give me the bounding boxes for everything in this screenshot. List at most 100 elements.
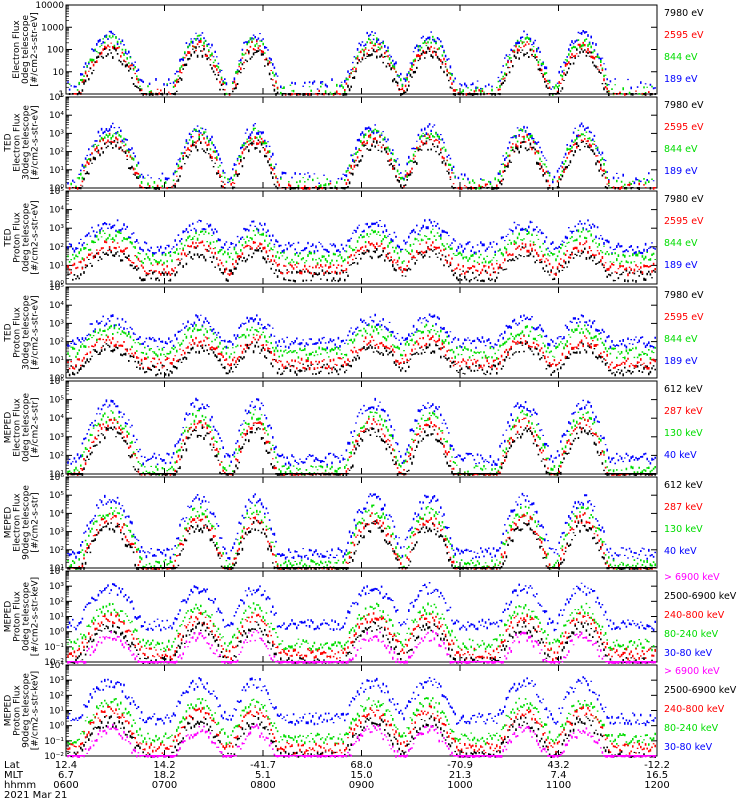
series-red-marks bbox=[67, 611, 656, 661]
y-tick-label: 10² bbox=[49, 691, 64, 701]
panel-3: 10⁰ 10¹ 10² 10³ 10⁴ 10⁵ TEDProton Flux0deg tel… bbox=[4, 187, 705, 290]
y-tick-label: 10⁻¹ bbox=[44, 643, 64, 653]
footer-date: 2021 Mar 21 bbox=[4, 790, 67, 800]
legend-green: 80-240 keV bbox=[664, 723, 719, 734]
legend-green: 844 eV bbox=[664, 334, 698, 345]
legend-blue: 40 keV bbox=[664, 450, 697, 461]
y-tick-label: 10⁴ bbox=[49, 414, 64, 424]
legend-blue: 189 eV bbox=[664, 260, 698, 271]
series-magenta-marks bbox=[67, 630, 656, 664]
series-blue-marks bbox=[67, 313, 656, 350]
y-tick-label: 10⁵ bbox=[49, 396, 64, 406]
legend-magenta: > 6900 keV bbox=[664, 572, 720, 583]
legend-green: 844 eV bbox=[664, 238, 698, 249]
y-tick-label: 10⁵ bbox=[49, 491, 64, 501]
y-tick-label: 10³ bbox=[49, 433, 64, 443]
legend-green: 844 eV bbox=[664, 144, 698, 155]
legend-black: 2500-6900 keV bbox=[664, 685, 737, 696]
footer-lat-value: 14.2 bbox=[153, 760, 175, 771]
footer-mlt-value: 18.2 bbox=[153, 770, 175, 781]
legend-green: 80-240 keV bbox=[664, 629, 719, 640]
footer-hhmm-value: 0700 bbox=[152, 780, 177, 791]
footer-mlt-value: 7.4 bbox=[551, 770, 567, 781]
y-tick-label: 10⁰ bbox=[49, 722, 64, 732]
y-tick-label: 10² bbox=[49, 243, 64, 253]
footer-lat-value: 68.0 bbox=[350, 760, 372, 771]
legend-green: 130 keV bbox=[664, 524, 703, 535]
legend-red: 2595 eV bbox=[664, 312, 704, 323]
panel-2: 10⁰ 10¹ 10² 10³ 10⁴ 10⁵ TEDElectron Flux30deg … bbox=[4, 93, 705, 194]
y-tick-label: 10⁻¹ bbox=[44, 737, 64, 747]
footer-hhmm-value: 1000 bbox=[447, 780, 472, 791]
y-tick-label: 10² bbox=[49, 597, 64, 607]
y-tick-label: 10⁴ bbox=[49, 661, 64, 671]
series-green-marks bbox=[67, 504, 656, 570]
panel-6: 10¹ 10² 10³ 10⁴ 10⁵ 10⁶ MEPEDElectron Flux90de… bbox=[4, 473, 704, 574]
panel-frame bbox=[65, 664, 658, 757]
footer-mlt-value: 5.1 bbox=[255, 770, 271, 781]
series-green-marks bbox=[67, 697, 656, 746]
footer-hhmm-value: 1100 bbox=[546, 780, 571, 791]
y-tick-label: 10⁰ bbox=[49, 628, 64, 638]
y-tick-label: 10¹ bbox=[49, 356, 64, 366]
y-tick-label: 10⁴ bbox=[49, 111, 64, 121]
series-green-marks bbox=[68, 34, 653, 96]
footer-hhmm-value: 0600 bbox=[53, 780, 78, 791]
footer-hhmm-value: 0800 bbox=[250, 780, 275, 791]
footer-mlt-value: 6.7 bbox=[58, 770, 74, 781]
series-blue-marks bbox=[67, 397, 656, 467]
footer-mlt-value: 21.3 bbox=[449, 770, 471, 781]
y-tick-label: 10⁶ bbox=[49, 377, 64, 387]
y-tick-label: 1000 bbox=[41, 23, 64, 33]
y-tick-label: 10 bbox=[53, 68, 65, 78]
y-tick-label: 10² bbox=[49, 451, 64, 461]
y-tick-label: 10¹ bbox=[49, 166, 64, 176]
footer-hhmm-value: 0900 bbox=[349, 780, 374, 791]
y-axis-label: MEPEDElectron Flux90deg telescope[#/cm2-… bbox=[4, 485, 41, 560]
y-tick-label: 10² bbox=[49, 148, 64, 158]
y-axis-label: TEDProton Flux0deg telescope[#/cm2-s-str… bbox=[4, 200, 41, 275]
y-tick-label: 10³ bbox=[49, 676, 64, 686]
y-tick-label: 10⁵ bbox=[49, 187, 64, 197]
legend-black: 612 keV bbox=[664, 384, 703, 395]
series-blue-marks bbox=[67, 122, 655, 185]
series-black-marks bbox=[67, 519, 656, 570]
panel-4: 10⁰ 10¹ 10² 10³ 10⁴ 10⁵ TEDProton Flux30deg te… bbox=[4, 283, 705, 384]
y-tick-label: 10⁶ bbox=[49, 473, 64, 483]
y-tick-label: 10⁴ bbox=[49, 206, 64, 216]
y-tick-label: 10⁴ bbox=[49, 567, 64, 577]
series-black-marks bbox=[68, 46, 656, 96]
y-tick-label: 10⁰ bbox=[49, 184, 64, 194]
footer-lat-value: -70.9 bbox=[447, 760, 473, 771]
y-tick-label: 10⁰ bbox=[49, 374, 64, 384]
panel-7: 10⁻² 10⁻¹ 10⁰ 10¹ 10² 10³ 10⁴ MEPEDProton Flux0… bbox=[4, 567, 737, 668]
footer-row-label: Lat bbox=[4, 760, 20, 771]
footer-lat-value: -41.7 bbox=[250, 760, 276, 771]
legend-black: 7980 eV bbox=[664, 194, 704, 205]
y-tick-label: 10³ bbox=[49, 224, 64, 234]
y-axis-label: MEPEDProton Flux0deg telescope[#/cm2-s-s… bbox=[4, 577, 41, 656]
y-tick-label: 10⁰ bbox=[49, 280, 64, 290]
series-black-marks bbox=[67, 424, 656, 476]
y-tick-label: 10⁻² bbox=[44, 752, 64, 762]
panel-frame bbox=[65, 190, 658, 285]
legend-magenta: > 6900 keV bbox=[664, 666, 720, 677]
y-tick-label: 10¹ bbox=[49, 564, 64, 574]
legend-black: 2500-6900 keV bbox=[664, 591, 737, 602]
series-red-marks bbox=[73, 40, 653, 96]
legend-blue: 189 eV bbox=[664, 356, 698, 367]
y-axis-label: MEPEDElectron Flux0deg telescope[#/cm2-s… bbox=[4, 393, 41, 463]
footer-hhmm-value: 1200 bbox=[644, 780, 669, 791]
legend-black: 7980 eV bbox=[664, 100, 704, 111]
legend-black: 612 keV bbox=[664, 480, 703, 491]
series-green-marks bbox=[67, 228, 656, 265]
y-axis-label: MEPEDProton Flux90deg telescope[#/cm2-s-… bbox=[4, 671, 41, 750]
series-blue-marks bbox=[67, 582, 656, 632]
legend-blue: 30-80 keV bbox=[664, 742, 713, 753]
series-blue-marks bbox=[67, 676, 656, 727]
legend-red: 287 keV bbox=[664, 502, 703, 513]
y-tick-label: 10⁵ bbox=[49, 283, 64, 293]
